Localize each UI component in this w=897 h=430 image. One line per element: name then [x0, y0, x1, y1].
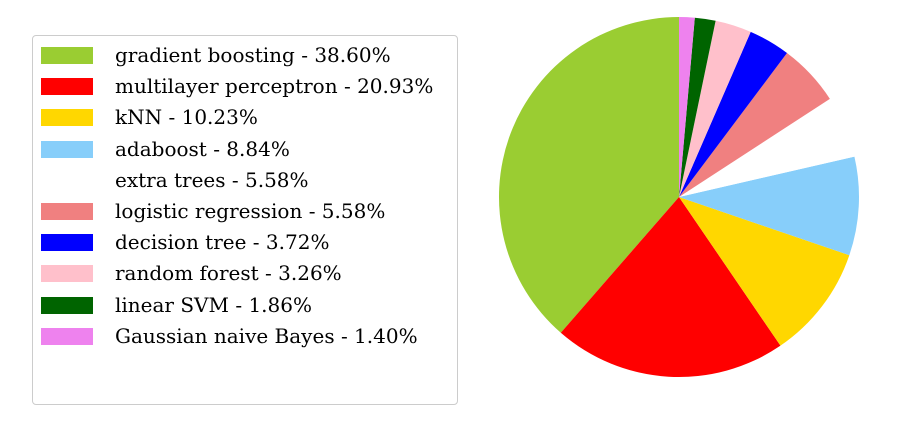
legend-item: kNN - 10.23% [33, 103, 457, 133]
legend-item: decision tree - 3.72% [33, 228, 457, 258]
legend-label: decision tree - 3.72% [115, 230, 330, 255]
pie-slice [679, 17, 716, 198]
legend-item: extra trees - 5.58% [33, 166, 457, 196]
legend-swatch [41, 265, 93, 283]
legend-swatch [41, 234, 93, 252]
legend-item: linear SVM - 1.86% [33, 291, 457, 321]
pie-slice [679, 20, 751, 198]
legend-label: logistic regression - 5.58% [115, 199, 386, 223]
legend-label: linear SVM - 1.86% [115, 292, 312, 317]
legend-swatch [41, 78, 93, 96]
pie-slice [679, 98, 855, 197]
legend-item: adaboost - 8.84% [33, 135, 457, 165]
legend-label: multilayer perceptron - 20.93% [115, 74, 434, 99]
legend-swatch [41, 109, 93, 127]
legend-swatch [41, 327, 93, 345]
legend-item: multilayer perceptron - 20.93% [33, 72, 457, 102]
legend-item: random forest - 3.26% [33, 259, 457, 289]
legend-label: Gaussian naive Bayes - 1.40% [115, 323, 418, 348]
pie-slice [560, 197, 781, 378]
pie-slice [679, 52, 830, 197]
legend-swatch [41, 203, 93, 220]
legend-label: kNN - 10.23% [115, 105, 258, 130]
legend: gradient boosting - 38.60% multilayer per… [32, 35, 458, 405]
legend-swatch [41, 296, 93, 314]
pie-slice [679, 17, 695, 197]
legend-item: Gaussian naive Bayes - 1.40% [33, 322, 457, 352]
legend-item: logistic regression - 5.58% [33, 197, 457, 227]
pie-slice [498, 17, 679, 333]
legend-swatch [41, 47, 93, 64]
legend-label: adaboost - 8.84% [115, 136, 290, 161]
pie-slice [679, 156, 859, 256]
pie-slice [679, 197, 850, 346]
legend-item: gradient boosting - 38.60% [33, 41, 457, 71]
legend-swatch [41, 140, 93, 158]
pie-slice [679, 31, 787, 197]
legend-label: gradient boosting - 38.60% [115, 43, 391, 67]
legend-label: random forest - 3.26% [115, 261, 342, 286]
legend-swatch [41, 171, 93, 189]
legend-label: extra trees - 5.58% [115, 167, 309, 192]
